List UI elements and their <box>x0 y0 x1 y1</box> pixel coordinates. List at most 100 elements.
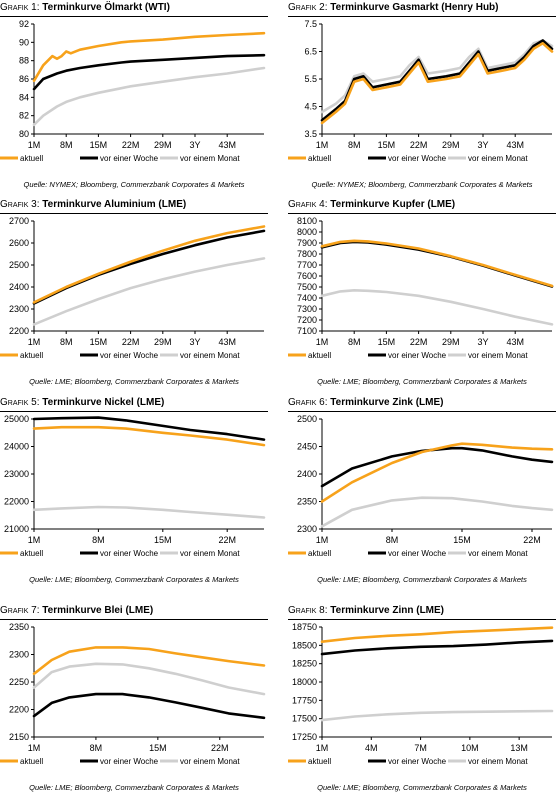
y-tick-label: 84 <box>19 92 29 102</box>
chart-svg: 80 82 84 86 88 90 92 1M 8M 15M 22M 29M 3Y 43M aktuell v… <box>0 19 266 163</box>
x-tick-label: 8M <box>60 140 73 150</box>
y-tick-label: 7.5 <box>304 19 317 29</box>
chart-header: Grafik 6: Terminkurve Zink (LME) <box>288 397 556 412</box>
y-tick-label: 2400 <box>9 282 29 292</box>
y-tick-label: 2600 <box>9 238 29 248</box>
series-line-aktuell <box>32 646 266 676</box>
x-tick-label: 8M <box>386 535 399 545</box>
x-tick-label: 1M <box>28 535 41 545</box>
chart-title: Terminkurve Nickel (LME) <box>42 397 165 408</box>
x-tick-label: 8M <box>348 337 361 347</box>
x-tick-label: 7M <box>414 743 427 753</box>
legend-label-monat: vor einem Monat <box>180 757 240 766</box>
x-tick-label: 1M <box>316 140 329 150</box>
series-line-woche <box>320 446 554 488</box>
series-line-aktuell <box>32 425 266 447</box>
chart-header: Grafik 2: Terminkurve Gasmarkt (Henry Hu… <box>288 2 556 17</box>
y-tick-label: 2400 <box>297 469 317 479</box>
series-line-aktuell <box>320 626 554 644</box>
x-tick-label: 22M <box>122 337 140 347</box>
series-line-monat <box>32 66 266 127</box>
chart-source: Quelle: LME; Bloomberg, Commerzbank Corp… <box>317 575 527 584</box>
x-tick-label: 22M <box>523 535 541 545</box>
series-line-woche <box>320 39 554 122</box>
x-tick-label: 10M <box>461 743 479 753</box>
series-line-monat <box>32 505 266 519</box>
chart-svg: 3.5 4.5 5.5 6.5 7.5 1M 8M 15M 22M 29M 3Y 43M aktuell… <box>288 19 554 163</box>
series-line-aktuell <box>32 31 266 83</box>
x-tick-label: 4M <box>365 743 378 753</box>
chart-number: Grafik 1: <box>0 2 40 13</box>
y-tick-label: 90 <box>19 37 29 47</box>
y-tick-label: 7200 <box>297 315 317 325</box>
y-tick-label: 17250 <box>292 732 317 742</box>
chart-source: Quelle: LME; Bloomberg, Commerzbank Corp… <box>29 377 239 386</box>
x-tick-label: 29M <box>154 140 172 150</box>
x-tick-label: 43M <box>506 337 524 347</box>
x-tick-label: 1M <box>28 337 41 347</box>
x-tick-label: 15M <box>90 140 108 150</box>
chart-title: Terminkurve Ölmarkt (WTI) <box>42 2 170 13</box>
y-tick-label: 18000 <box>292 677 317 687</box>
y-tick-label: 7500 <box>297 282 317 292</box>
chart-panel: Grafik 6: Terminkurve Zink (LME) 2300 2350… <box>288 395 556 584</box>
legend-label-aktuell: aktuell <box>308 549 331 558</box>
y-tick-label: 2200 <box>9 326 29 336</box>
chart-header: Grafik 4: Terminkurve Kupfer (LME) <box>288 199 556 214</box>
x-tick-label: 1M <box>316 535 329 545</box>
series-line-monat <box>320 496 554 528</box>
y-tick-label: 88 <box>19 56 29 66</box>
chart-source: Quelle: NYMEX; Bloomberg, Commerzbank Co… <box>311 180 533 189</box>
legend-label-aktuell: aktuell <box>308 351 331 360</box>
chart-title: Terminkurve Blei (LME) <box>42 605 154 616</box>
y-tick-label: 2350 <box>297 497 317 507</box>
y-tick-label: 8000 <box>297 227 317 237</box>
x-tick-label: 15M <box>378 140 396 150</box>
y-tick-label: 7300 <box>297 304 317 314</box>
y-tick-label: 2350 <box>9 622 29 632</box>
chart-source: Quelle: LME; Bloomberg, Commerzbank Corp… <box>29 783 239 792</box>
y-tick-label: 7100 <box>297 326 317 336</box>
chart-panel: Grafik 5: Terminkurve Nickel (LME) 21000 2… <box>0 395 268 584</box>
chart-header: Grafik 5: Terminkurve Nickel (LME) <box>0 397 268 412</box>
chart-panel: Grafik 8: Terminkurve Zinn (LME) 17250 175… <box>288 603 556 792</box>
legend-label-aktuell: aktuell <box>308 757 331 766</box>
x-tick-label: 8M <box>60 337 73 347</box>
chart-panel: Grafik 1: Terminkurve Ölmarkt (WTI) 80 82 8… <box>0 0 268 189</box>
x-tick-label: 15M <box>154 535 172 545</box>
x-tick-label: 3Y <box>477 140 488 150</box>
chart-number: Grafik 3: <box>0 199 40 210</box>
x-tick-label: 15M <box>453 535 471 545</box>
series-line-woche <box>320 639 554 656</box>
chart-number: Grafik 8: <box>288 605 328 616</box>
series-line-monat <box>320 709 554 722</box>
y-tick-label: 2450 <box>297 442 317 452</box>
chart-title: Terminkurve Zink (LME) <box>330 397 444 408</box>
y-tick-label: 80 <box>19 129 29 139</box>
series-line-woche <box>32 692 266 720</box>
x-tick-label: 8M <box>90 743 103 753</box>
x-tick-label: 15M <box>149 743 167 753</box>
y-tick-label: 82 <box>19 111 29 121</box>
legend-label-woche: vor einer Woche <box>388 154 447 163</box>
y-tick-label: 2300 <box>9 650 29 660</box>
x-tick-label: 3Y <box>477 337 488 347</box>
y-tick-label: 92 <box>19 19 29 29</box>
y-tick-label: 21000 <box>4 524 29 534</box>
legend-label-aktuell: aktuell <box>308 154 331 163</box>
y-tick-label: 2700 <box>9 216 29 226</box>
series-line-aktuell <box>32 225 266 304</box>
x-tick-label: 15M <box>90 337 108 347</box>
chart-title: Terminkurve Zinn (LME) <box>330 605 445 616</box>
chart-panel: Grafik 2: Terminkurve Gasmarkt (Henry Hu… <box>288 0 556 189</box>
chart-svg: 7100720073007400750076007700780079008000… <box>288 216 554 360</box>
series-line-monat <box>32 662 266 696</box>
chart-panel: Grafik 4: Terminkurve Kupfer (LME) 7100 72… <box>288 197 556 386</box>
y-tick-label: 8100 <box>297 216 317 226</box>
legend-label-aktuell: aktuell <box>20 757 43 766</box>
legend-label-monat: vor einem Monat <box>468 351 528 360</box>
x-tick-label: 43M <box>218 140 236 150</box>
y-tick-label: 86 <box>19 74 29 84</box>
chart-header: Grafik 8: Terminkurve Zinn (LME) <box>288 605 556 620</box>
chart-svg: 2300 2350 2400 2450 2500 1M 8M 15M 22M aktuell vor… <box>288 414 554 558</box>
